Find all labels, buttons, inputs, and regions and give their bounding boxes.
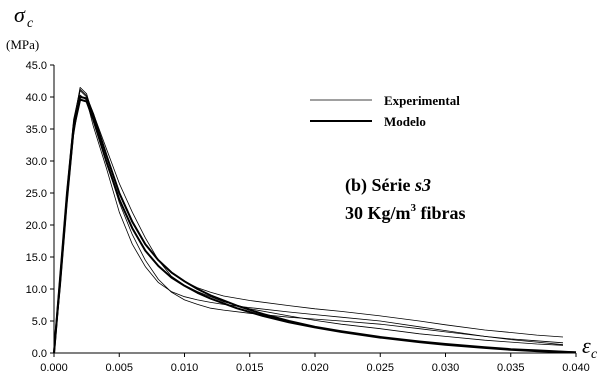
y-tick-label: 25.0 (26, 188, 47, 200)
x-tick-label: 0.000 (40, 362, 68, 374)
experimental-curve-1 (53, 87, 564, 354)
x-tick-label: 0.020 (301, 362, 329, 374)
y-axis-symbol-subscript: c (27, 16, 34, 31)
x-tick-label: 0.030 (432, 362, 460, 374)
y-tick-label: 0.0 (32, 348, 47, 360)
y-tick-label: 5.0 (32, 316, 47, 328)
x-axis-symbol-subscript: c (591, 347, 598, 362)
ticks-layer: 0.0 5.0 10.0 15.0 20.0 25.0 30.0 35.0 40.0 45.0 0.… (26, 60, 590, 374)
y-axis-unit: (MPa) (6, 37, 39, 52)
series-layer (53, 87, 577, 354)
legend: Experimental Modelo (310, 93, 460, 129)
x-tick-label: 0.010 (171, 362, 199, 374)
x-tick-label: 0.025 (366, 362, 394, 374)
x-axis-symbol: ε (582, 333, 591, 358)
x-tick-label: 0.040 (562, 362, 590, 374)
modelo-curve-2 (53, 96, 577, 354)
x-tick-label: 0.005 (105, 362, 133, 374)
legend-experimental-label: Experimental (384, 93, 460, 108)
y-tick-label: 40.0 (26, 92, 47, 104)
x-tick-label: 0.035 (497, 362, 525, 374)
y-tick-label: 20.0 (26, 220, 47, 232)
y-axis-symbol: σ (14, 2, 26, 27)
annotation-line1: (b) Série s3 (345, 175, 431, 196)
y-tick-label: 10.0 (26, 284, 47, 296)
annotation-line2: 30 Kg/m3 fibras (345, 202, 466, 223)
y-tick-label: 15.0 (26, 252, 47, 264)
y-tick-label: 45.0 (26, 60, 47, 72)
experimental-curve-4 (53, 88, 564, 354)
legend-modelo-label: Modelo (384, 114, 426, 129)
x-tick-label: 0.015 (236, 362, 264, 374)
y-tick-label: 30.0 (26, 156, 47, 168)
experimental-curve-2 (53, 90, 564, 354)
y-tick-label: 35.0 (26, 124, 47, 136)
